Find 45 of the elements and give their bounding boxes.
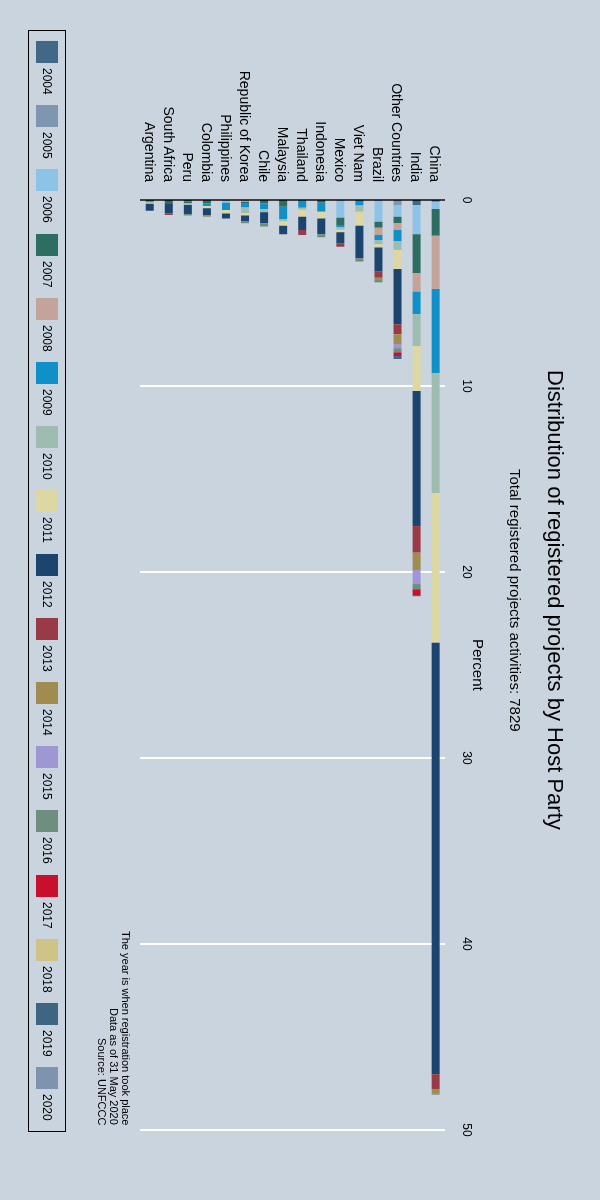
- x-tick-label: Brazil: [370, 146, 387, 182]
- x-tick-label: Thailand: [294, 128, 311, 182]
- x-tick-label: Peru: [179, 152, 196, 182]
- text: Distribution of registered projects by Host Party: [542, 369, 568, 832]
- legend-label: 2012: [40, 580, 54, 608]
- legend-label: 2009: [40, 388, 54, 416]
- legend-label: 2006: [40, 196, 54, 224]
- y-tick-label: 50: [460, 1123, 474, 1137]
- legend-label: 2010: [40, 453, 54, 480]
- x-tick-label: Indonesia: [313, 121, 330, 183]
- x-tick-label: China: [427, 145, 444, 183]
- y-tick-label: 0: [460, 196, 474, 204]
- legend-label: 2016: [40, 837, 54, 865]
- text: Total registered projects activities: 7829: [507, 467, 524, 734]
- source-note: Source: UNFCCC: [96, 1036, 108, 1125]
- x-tick-label: Philippines: [217, 114, 234, 182]
- x-tick-label: Viet Nam: [351, 124, 368, 182]
- y-tick-label: 10: [460, 379, 474, 393]
- x-tick-label: India: [408, 151, 425, 183]
- y-axis-title: Percent: [470, 639, 487, 691]
- legend-label: 2020: [40, 1094, 54, 1121]
- y-tick-label: 20: [460, 565, 474, 579]
- legend-label: 2011: [40, 517, 54, 544]
- x-tick-label: Chile: [255, 150, 272, 183]
- text: Data as of 31 May 2020: [108, 1007, 120, 1125]
- legend-label: 2005: [40, 132, 54, 159]
- legend-label: 2014: [40, 708, 54, 736]
- legend-label: 2019: [40, 1029, 54, 1057]
- x-tick-label: Republic of Korea: [236, 70, 253, 183]
- legend-label: 2004: [40, 68, 54, 95]
- x-tick-label: Malaysia: [274, 126, 291, 183]
- y-tick-label: 30: [460, 751, 474, 765]
- text: The year is when registration took place: [120, 929, 132, 1125]
- legend-label: 2018: [40, 965, 54, 993]
- x-tick-label: Mexico: [332, 137, 349, 183]
- legend-label: 2017: [40, 901, 54, 929]
- legend-label: 2015: [40, 773, 54, 800]
- x-tick-label: Colombia: [198, 122, 215, 183]
- x-tick-label: Other Countries: [389, 83, 406, 182]
- x-tick-label: South Africa: [160, 106, 177, 183]
- x-tick-label: Argentina: [141, 122, 158, 183]
- legend-label: 2013: [40, 644, 54, 672]
- legend-label: 2008: [40, 324, 54, 352]
- legend-label: 2007: [40, 260, 54, 288]
- y-tick-label: 40: [460, 937, 474, 951]
